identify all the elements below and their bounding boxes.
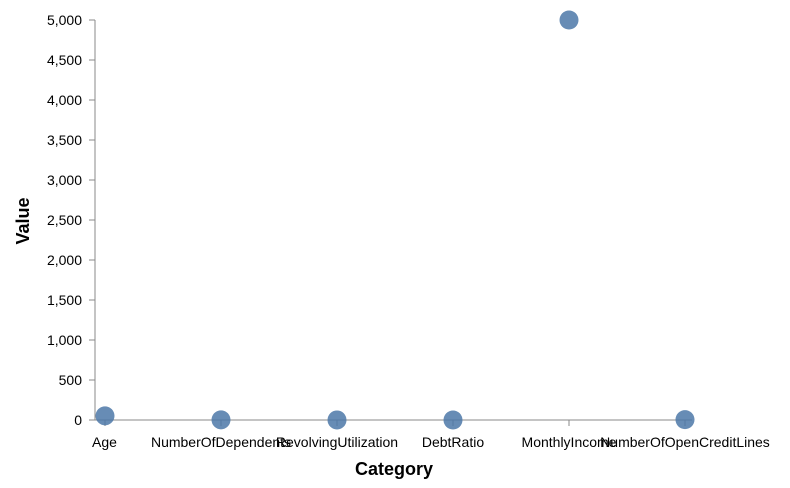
x-tick-label: NumberOfOpenCreditLines bbox=[600, 434, 770, 450]
y-tick-label: 0 bbox=[74, 412, 82, 428]
x-tick-label: MonthlyIncome bbox=[522, 434, 617, 450]
y-tick-label: 4,500 bbox=[47, 52, 82, 68]
x-axis-title: Category bbox=[355, 459, 433, 479]
y-tick-label: 4,000 bbox=[47, 92, 82, 108]
data-point bbox=[211, 410, 231, 430]
y-tick-label: 2,000 bbox=[47, 252, 82, 268]
x-tick-label: Age bbox=[92, 434, 117, 450]
data-point bbox=[559, 10, 579, 30]
x-tick-label: NumberOfDependents bbox=[151, 434, 291, 450]
data-point bbox=[443, 410, 463, 430]
x-tick-label: RevolvingUtilization bbox=[276, 434, 398, 450]
y-tick-label: 2,500 bbox=[47, 212, 82, 228]
y-tick-label: 3,000 bbox=[47, 172, 82, 188]
y-tick-label: 500 bbox=[59, 372, 83, 388]
data-point bbox=[675, 410, 695, 430]
x-tick-label: DebtRatio bbox=[422, 434, 484, 450]
y-tick-label: 1,500 bbox=[47, 292, 82, 308]
data-points bbox=[95, 10, 695, 430]
data-point bbox=[327, 410, 347, 430]
y-tick-label: 5,000 bbox=[47, 12, 82, 28]
x-axis: Age NumberOfDependentsRevolvingUtilizatio… bbox=[92, 419, 770, 450]
y-axis-title: Value bbox=[13, 197, 33, 244]
y-tick-label: 3,500 bbox=[47, 132, 82, 148]
y-tick-label: 1,000 bbox=[47, 332, 82, 348]
data-point bbox=[95, 406, 115, 426]
y-axis: 0 500 1,000 1,500 2,000 2,500 3,000 3,500 4,000 4… bbox=[47, 12, 96, 428]
